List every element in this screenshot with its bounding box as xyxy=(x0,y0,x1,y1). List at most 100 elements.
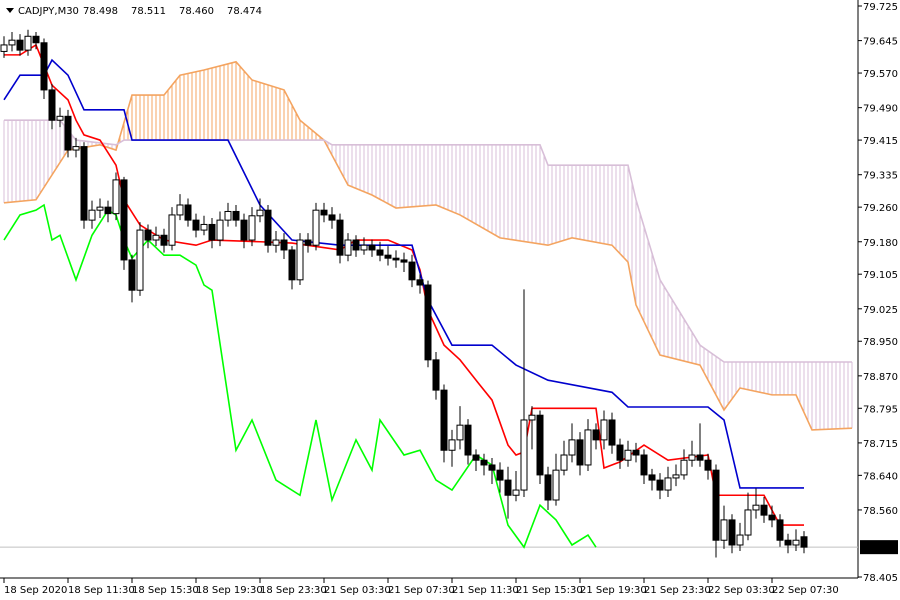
candle-body xyxy=(416,279,424,286)
candle-body xyxy=(800,536,808,548)
candle-body xyxy=(296,239,304,281)
candle-body xyxy=(88,209,96,221)
candle-body xyxy=(784,539,792,546)
y-tick-label: 78.560 xyxy=(863,506,898,517)
candle-body xyxy=(760,504,768,516)
candle-body xyxy=(184,204,192,221)
candle-body xyxy=(768,514,776,521)
candle-body xyxy=(720,519,728,541)
ohlc-header: 78.498 78.511 78.460 78.474 xyxy=(83,6,262,17)
menu-arrow[interactable] xyxy=(6,8,14,13)
candle-body xyxy=(104,206,112,215)
x-tick-label: 18 Sep 2020 xyxy=(4,585,67,596)
candle-body xyxy=(672,474,680,479)
candle-body xyxy=(736,534,744,546)
indicator-line xyxy=(3,60,853,431)
candle-body xyxy=(512,489,520,496)
x-tick-label: 18 Sep 15:30 xyxy=(132,585,199,596)
candle-body xyxy=(56,115,64,121)
y-tick-label: 79.645 xyxy=(863,37,898,48)
candle-body xyxy=(320,209,328,216)
candle-body xyxy=(128,259,136,291)
candle-body xyxy=(40,42,48,91)
y-tick-label: 79.025 xyxy=(863,305,898,316)
candle-body xyxy=(520,419,528,491)
indicator-line xyxy=(3,203,597,549)
y-tick-label: 78.640 xyxy=(863,471,898,482)
candle-body xyxy=(224,210,232,221)
candle-body xyxy=(208,223,216,241)
candle-body xyxy=(256,209,264,217)
y-tick-label: 79.415 xyxy=(863,136,898,147)
candle-body xyxy=(608,419,616,446)
y-tick-label: 79.725 xyxy=(863,2,898,13)
y-tick-label: 79.335 xyxy=(863,171,898,182)
candle-body xyxy=(312,209,320,246)
candle-body xyxy=(328,214,336,221)
y-tick-label: 79.105 xyxy=(863,270,898,281)
candle-body xyxy=(200,223,208,231)
candle-body xyxy=(112,179,120,215)
candle-body xyxy=(392,257,400,261)
candle-body xyxy=(504,479,512,496)
y-tick-label: 79.260 xyxy=(863,203,898,214)
ohlc-value: 78.460 xyxy=(179,6,214,17)
candle-body xyxy=(160,234,168,246)
candle-body xyxy=(640,454,648,476)
candle-body xyxy=(600,419,608,441)
candle-body xyxy=(688,454,696,461)
x-tick-label: 21 Sep 03:30 xyxy=(324,585,391,596)
candle-body xyxy=(72,146,80,151)
candle-body xyxy=(400,259,408,263)
candle-body xyxy=(176,204,184,216)
candle-body xyxy=(344,239,352,256)
candle-body xyxy=(592,429,600,441)
candle-body xyxy=(792,539,800,546)
candle-body xyxy=(528,414,536,421)
symbol: CADJPY,M30 xyxy=(18,6,79,17)
candle-body xyxy=(464,424,472,456)
candle-body xyxy=(120,179,128,261)
candle-body xyxy=(480,459,488,466)
candle-body xyxy=(272,239,280,246)
x-tick-label: 22 Sep 07:30 xyxy=(772,585,839,596)
ohlc-value: 78.474 xyxy=(227,6,262,17)
candle-body xyxy=(776,519,784,541)
candle-body xyxy=(568,439,576,456)
candle-body xyxy=(408,261,416,281)
x-tick-label: 18 Sep 19:30 xyxy=(196,585,263,596)
candle-body xyxy=(352,239,360,251)
candle-body xyxy=(712,469,720,541)
candle-body xyxy=(80,146,88,221)
current-price-box xyxy=(860,540,898,555)
candle-body xyxy=(648,474,656,481)
y-tick-label: 78.795 xyxy=(863,404,898,415)
x-tick-label: 21 Sep 23:30 xyxy=(644,585,711,596)
candle-body xyxy=(536,414,544,476)
candle-body xyxy=(240,219,248,241)
candle-body xyxy=(584,429,592,466)
candle-body xyxy=(744,509,752,536)
candle-body xyxy=(576,439,584,466)
candle-body xyxy=(560,454,568,471)
candle-body xyxy=(16,39,24,51)
candle-body xyxy=(440,389,448,451)
candle-body xyxy=(384,254,392,259)
candle-body xyxy=(616,444,624,461)
candle-body xyxy=(0,44,8,52)
candle-body xyxy=(360,244,368,251)
candle-body xyxy=(232,210,240,221)
y-tick-label: 78.405 xyxy=(863,573,898,584)
candle-body xyxy=(656,479,664,491)
candle-body xyxy=(472,454,480,461)
candle-body xyxy=(64,115,72,151)
current-price-label: 78.474 xyxy=(862,543,897,554)
candle-body xyxy=(216,219,224,241)
x-tick-label: 21 Sep 11:30 xyxy=(452,585,519,596)
y-tick-label: 79.180 xyxy=(863,238,898,249)
x-tick-label: 21 Sep 07:30 xyxy=(388,585,455,596)
y-tick-label: 78.950 xyxy=(863,337,898,348)
